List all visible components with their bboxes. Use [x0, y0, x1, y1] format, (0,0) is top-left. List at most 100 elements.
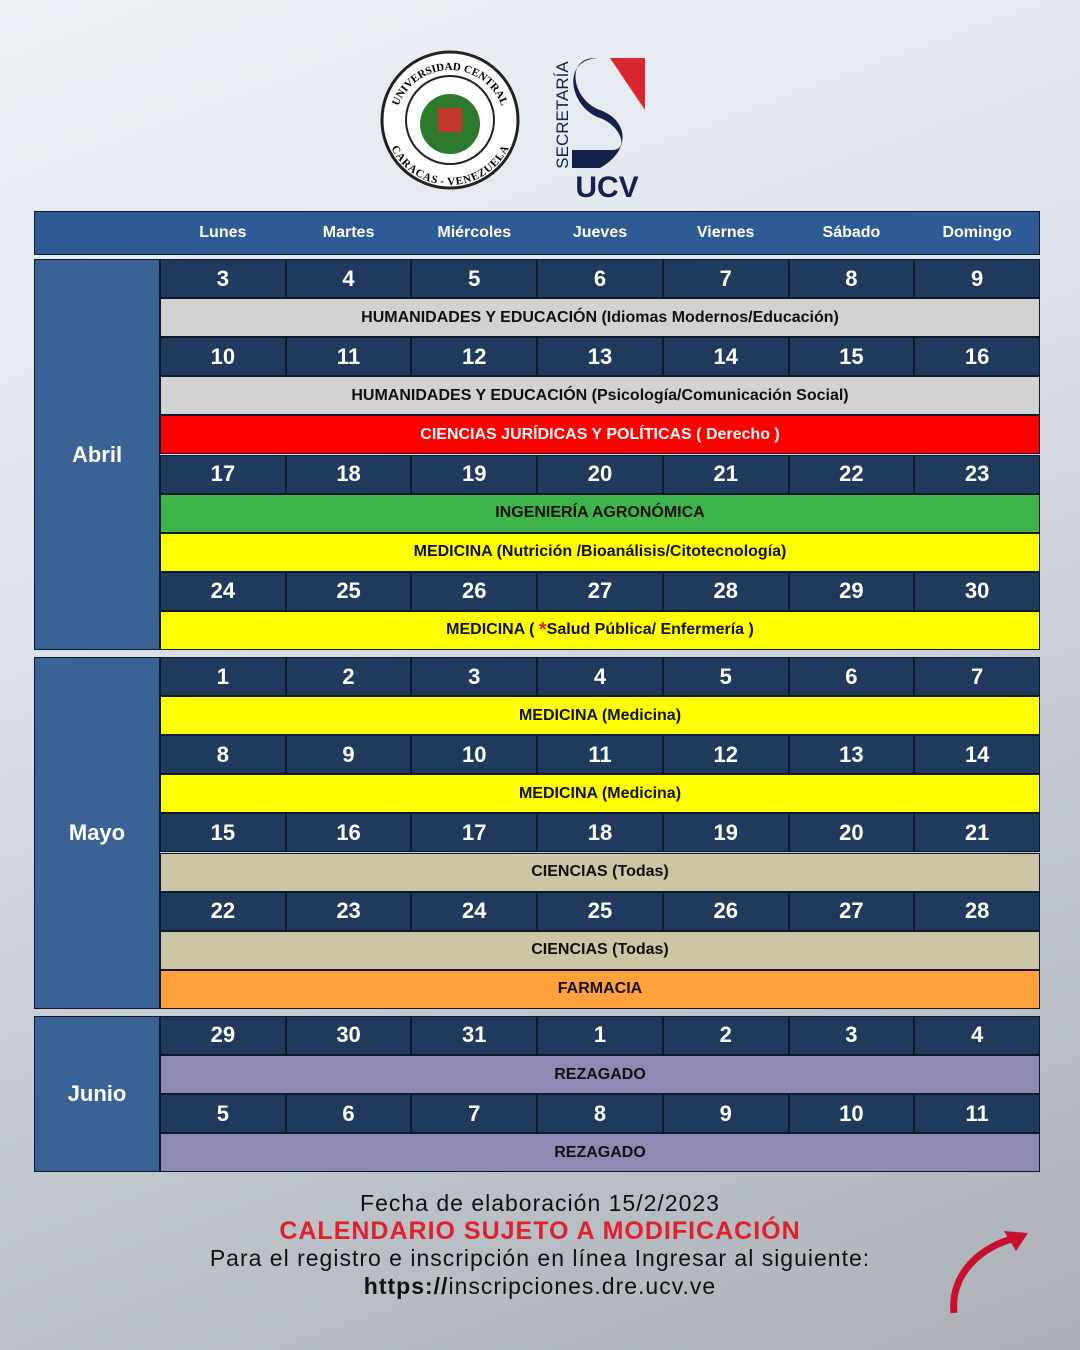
day-cell: 25 [285, 571, 412, 611]
day-cell: 22 [788, 454, 915, 494]
seal-emblem-center [438, 108, 462, 132]
day-cell: 11 [537, 735, 663, 775]
day-cell: 21 [662, 454, 789, 494]
day-cell: 18 [537, 813, 663, 853]
day-cell: 1 [537, 1015, 663, 1055]
day-cell: 10 [160, 337, 286, 377]
day-cell: 19 [411, 454, 538, 494]
day-cell: 3 [788, 1015, 915, 1055]
day-cell: 25 [537, 891, 663, 931]
day-cell: 23 [285, 891, 412, 931]
day-cell: 17 [160, 454, 286, 494]
day-cell: 28 [662, 571, 789, 611]
day-cell: 24 [411, 891, 538, 931]
day-cell: 6 [788, 657, 915, 697]
month-label: Mayo [34, 657, 160, 1009]
day-cell: 7 [662, 259, 789, 299]
day-cell: 6 [285, 1094, 412, 1134]
date-text: Fecha de elaboración 15/2/2023 [360, 1190, 720, 1216]
day-cell: 15 [788, 337, 915, 377]
faculty-band: FARMACIA [160, 969, 1040, 1009]
faculty-band: MEDICINA (Medicina) [160, 696, 1040, 736]
band-text: MEDICINA ( [446, 621, 539, 639]
day-cell: 4 [537, 657, 663, 697]
notice-text: CALENDARIO SUJETO A MODIFICACIÓN [279, 1217, 801, 1245]
day-cell: 16 [285, 813, 412, 853]
weekday: Viernes [696, 224, 755, 241]
day-cell: 30 [914, 571, 1040, 611]
faculty-band: REZAGADO [160, 1055, 1040, 1095]
weekday: Domingo [942, 224, 1012, 241]
logos: UNIVERSIDAD CENTRAL CARACAS - VENEZUELA … [380, 50, 645, 204]
day-cell: 8 [537, 1094, 663, 1134]
day-cell: 26 [662, 891, 789, 931]
day-cell: 7 [914, 657, 1040, 697]
weekday: Lunes [199, 224, 247, 241]
url-host: inscripciones.dre.ucv.ve [448, 1273, 717, 1299]
day-cell: 15 [160, 813, 286, 853]
weekday: Martes [322, 224, 375, 241]
day-cell: 27 [537, 571, 663, 611]
day-cell: 20 [537, 454, 663, 494]
day-cell: 5 [662, 657, 789, 697]
month-label: Abril [34, 259, 160, 650]
month-label: Junio [34, 1015, 160, 1173]
day-cell: 7 [411, 1094, 538, 1134]
faculty-band: INGENIERÍA AGRONÓMICA [160, 493, 1040, 533]
day-cell: 4 [285, 259, 412, 299]
day-cell: 6 [537, 259, 663, 299]
url-text: https://inscripciones.dre.ucv.ve [0, 1273, 1080, 1300]
faculty-band: MEDICINA ( * Salud Pública/ Enfermería ) [160, 610, 1040, 650]
faculty-band: MEDICINA (Medicina) [160, 774, 1040, 814]
day-cell: 9 [914, 259, 1040, 299]
faculty-band: REZAGADO [160, 1133, 1040, 1173]
band-text: * [538, 618, 547, 641]
day-cell: 31 [411, 1015, 538, 1055]
url-scheme: https:// [363, 1273, 449, 1299]
faculty-band: HUMANIDADES Y EDUCACIÓN (Idiomas Moderno… [160, 298, 1040, 338]
day-cell: 18 [285, 454, 412, 494]
instruction-text: Para el registro e inscripción en línea … [209, 1245, 871, 1271]
day-cell: 9 [285, 735, 412, 775]
faculty-band: MEDICINA (Nutrición /Bioanálisis/Citotec… [160, 532, 1040, 572]
day-cell: 29 [788, 571, 915, 611]
s-logo-red [610, 58, 645, 110]
day-cell: 23 [914, 454, 1040, 494]
day-cell: 22 [160, 891, 286, 931]
day-cell: 3 [160, 259, 286, 299]
day-cell: 13 [788, 735, 915, 775]
day-cell: 14 [914, 735, 1040, 775]
day-cell: 11 [914, 1094, 1040, 1134]
faculty-band: CIENCIAS JURÍDICAS Y POLÍTICAS ( Derecho… [160, 415, 1040, 455]
day-cell: 11 [285, 337, 412, 377]
day-cell: 2 [662, 1015, 789, 1055]
secretaria-text: SECRETARÍA [553, 61, 572, 169]
day-cell: 30 [285, 1015, 412, 1055]
day-cell: 8 [160, 735, 286, 775]
header-row [34, 211, 1040, 255]
day-cell: 28 [914, 891, 1040, 931]
day-cell: 4 [914, 1015, 1040, 1055]
arrow [950, 1231, 1028, 1314]
weekday: Jueves [572, 224, 628, 241]
day-cell: 19 [662, 813, 789, 853]
ucv-text: UCV [575, 171, 638, 204]
day-cell: 16 [914, 337, 1040, 377]
day-cell: 13 [537, 337, 663, 377]
day-cell: 10 [788, 1094, 915, 1134]
faculty-band: CIENCIAS (Todas) [160, 852, 1040, 892]
day-cell: 5 [160, 1094, 286, 1134]
weekday: Miércoles [437, 224, 512, 241]
day-cell: 27 [788, 891, 915, 931]
day-cell: 29 [160, 1015, 286, 1055]
band-text: Salud Pública/ Enfermería ) [546, 621, 754, 639]
day-cell: 17 [411, 813, 538, 853]
s-logo [572, 58, 645, 168]
weekday: Sábado [822, 224, 881, 241]
day-cell: 2 [285, 657, 412, 697]
day-cell: 20 [788, 813, 915, 853]
day-cell: 21 [914, 813, 1040, 853]
day-cell: 14 [662, 337, 789, 377]
day-cell: 26 [411, 571, 538, 611]
